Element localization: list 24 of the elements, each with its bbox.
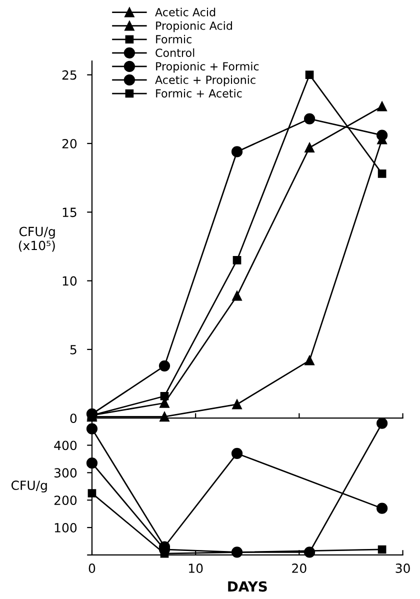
- x-tick-label: 0: [88, 564, 96, 573]
- legend-label: Formic: [156, 34, 192, 44]
- legend-label: Propionic + Formic: [156, 62, 259, 73]
- x-axis-title: DAYS: [228, 581, 267, 592]
- y-tick-label: 200: [54, 496, 77, 506]
- y-tick-label: 20: [62, 138, 77, 148]
- y-axis-title: CFU/g (x10⁵): [18, 226, 55, 252]
- x-tick-label: 20: [292, 564, 306, 573]
- y-tick-label: 300: [54, 468, 77, 478]
- y-tick-label: 25: [62, 70, 76, 80]
- y-axis-title: CFU/g: [11, 480, 47, 492]
- legend-label: Acetic Acid: [155, 8, 216, 16]
- y-tick-label: 400: [54, 440, 77, 450]
- x-tick-label: 10: [189, 564, 203, 573]
- y-tick-label: 100: [54, 523, 77, 532]
- y-tick-label: 5: [70, 345, 76, 354]
- legend-label: Propionic Acid: [156, 21, 232, 32]
- y-tick-label: 0: [70, 414, 77, 424]
- legend-label: Control: [156, 48, 194, 57]
- x-tick-label: 30: [396, 564, 410, 573]
- legend-label: Formic + Acetic: [156, 88, 242, 98]
- y-tick-label: 15: [62, 208, 76, 218]
- legend-label: Acetic + Propionic: [155, 75, 256, 86]
- y-tick-label: 10: [62, 276, 77, 286]
